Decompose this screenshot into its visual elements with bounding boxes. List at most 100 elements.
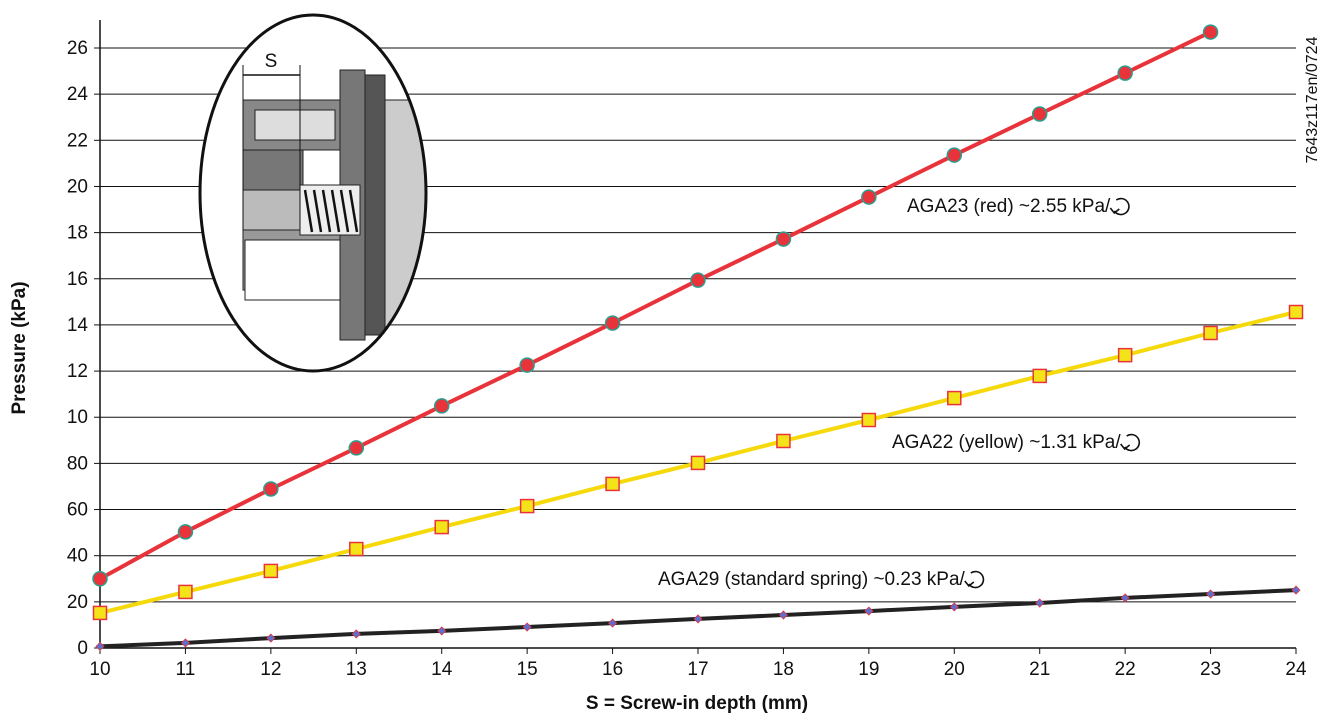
point: [604, 315, 621, 331]
point: [778, 610, 788, 620]
point: [605, 476, 620, 492]
point: [1031, 106, 1048, 122]
point: [1117, 65, 1133, 81]
spring: [312, 189, 323, 233]
y-tick-label: 18: [67, 223, 88, 244]
y-tick-label: 12: [67, 361, 88, 382]
x-tick-label: 16: [602, 659, 623, 680]
annotation: AGA22 (yellow) ~1.31 kPa/: [892, 432, 1121, 453]
spring: [339, 189, 350, 233]
point: [92, 605, 108, 621]
point: [1203, 325, 1218, 341]
point: [861, 189, 877, 205]
y-tick-label: 10: [67, 407, 88, 428]
inset-part: [244, 239, 346, 301]
point: [690, 455, 706, 471]
point: [949, 602, 959, 612]
point: [349, 541, 364, 557]
inset-drawing: [242, 69, 426, 341]
point: [690, 272, 706, 288]
point: [947, 390, 962, 406]
point: [178, 584, 193, 600]
point: [1120, 593, 1130, 603]
y-axis-title: Pressure (kPa): [9, 281, 30, 414]
point: [92, 571, 108, 587]
point: [522, 622, 532, 632]
x-tick-label: 24: [1285, 659, 1307, 680]
point: [433, 398, 450, 414]
inset-part: [364, 74, 386, 336]
y-tick-label: 60: [67, 500, 88, 521]
point: [1035, 598, 1045, 608]
rotate-icon: [1113, 197, 1130, 216]
inset-part: [254, 109, 336, 141]
y-tick-label: 26: [67, 38, 88, 59]
point: [177, 524, 194, 540]
rotate-icon: [1123, 433, 1141, 452]
spring: [321, 189, 332, 233]
side-note: 7643z117en/0724: [1304, 36, 1321, 163]
x-tick-label: 19: [858, 659, 879, 680]
y-tick-label: 14: [67, 315, 89, 336]
x-axis-title: S = Screw-in depth (mm): [586, 693, 808, 714]
inset-border: [198, 13, 428, 373]
y-tick-label: 20: [67, 176, 88, 197]
rotate-arrow: [1120, 443, 1131, 451]
annotation: AGA23 (red) ~2.55 kPa/: [907, 196, 1111, 217]
point: [776, 433, 791, 449]
x-tick-label: 21: [1029, 659, 1050, 680]
x-tick-label: 20: [944, 659, 965, 680]
point: [1288, 304, 1304, 320]
point: [1206, 589, 1216, 599]
x-tick-label: 22: [1115, 659, 1136, 680]
x-tick-label: 23: [1200, 659, 1221, 680]
spring: [330, 189, 341, 233]
y-tick-label: 40: [67, 546, 88, 567]
y-tick-label: 16: [67, 269, 88, 290]
point: [348, 440, 365, 456]
point: [437, 626, 447, 636]
x-tick-label: 14: [431, 659, 453, 680]
point: [608, 618, 618, 628]
point: [1202, 24, 1219, 40]
point: [864, 606, 874, 616]
point: [263, 563, 279, 579]
inset-label: S: [265, 51, 278, 72]
point: [693, 614, 703, 624]
point: [434, 519, 449, 535]
point: [95, 641, 105, 651]
rotate-arrow: [964, 580, 975, 588]
y-tick-label: 20: [67, 592, 88, 613]
x-tick-label: 15: [517, 659, 538, 680]
point: [946, 147, 963, 163]
x-tick-label: 17: [687, 659, 708, 680]
x-tick-label: 11: [176, 659, 196, 680]
x-tick-label: 10: [89, 659, 110, 680]
point: [351, 629, 361, 639]
point: [266, 633, 276, 643]
inset-part: [242, 149, 304, 191]
spring: [348, 189, 359, 233]
point: [519, 498, 535, 514]
y-tick-label: 80: [67, 453, 88, 474]
point: [775, 231, 792, 247]
x-tick-label: 18: [773, 659, 794, 680]
spring: [303, 189, 314, 233]
series-line: [99, 30, 1212, 581]
rotate-arrow: [1109, 207, 1120, 215]
y-tick-label: 24: [67, 84, 89, 105]
annotation: AGA29 (standard spring) ~0.23 kPa/: [658, 569, 966, 590]
point: [263, 481, 279, 497]
point: [1117, 347, 1133, 363]
point: [1032, 368, 1047, 384]
y-tick-label: 0: [77, 638, 88, 659]
inset: S: [198, 13, 428, 373]
point: [1291, 585, 1301, 595]
point: [519, 357, 535, 373]
inset-part: [384, 99, 426, 331]
rotate-icon: [968, 570, 985, 589]
point: [861, 412, 877, 428]
x-tick-label: 12: [260, 659, 281, 680]
y-tick-label: 22: [67, 130, 88, 151]
